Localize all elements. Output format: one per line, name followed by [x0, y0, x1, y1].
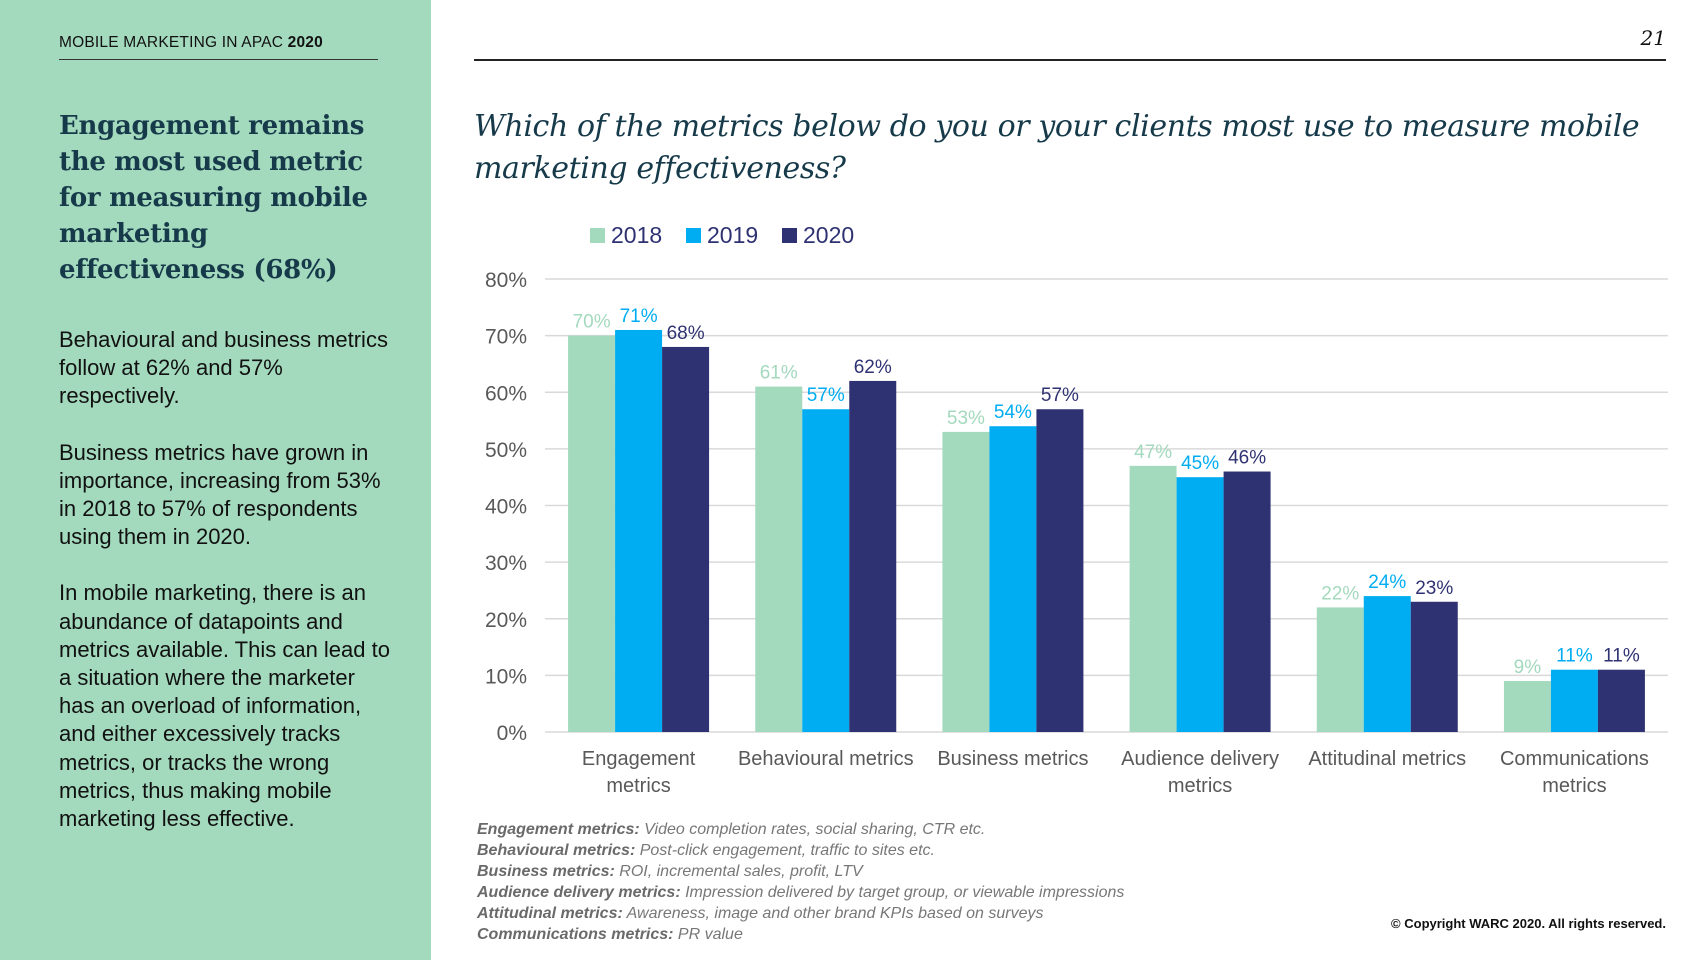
data-label: 22%	[1321, 583, 1359, 604]
data-label: 57%	[1041, 385, 1079, 406]
data-label: 62%	[854, 357, 892, 378]
x-tick-label: Engagement	[582, 748, 696, 770]
bar	[1129, 465, 1177, 732]
report-year: 2020	[287, 34, 323, 51]
page-number: 21	[1640, 26, 1666, 50]
bar	[942, 431, 990, 732]
bar	[1223, 471, 1271, 732]
data-label: 11%	[1556, 646, 1593, 667]
bar	[1036, 409, 1084, 732]
footnote-audience-delivery: Audience delivery metrics: Impression de…	[477, 884, 1125, 901]
sidebar-paragraph: In mobile marketing, there is an abundan…	[59, 580, 390, 832]
sidebar-heading: Engagement remains the most used metric …	[59, 111, 368, 285]
x-tick-label: metrics	[606, 775, 670, 797]
report-label: MOBILE MARKETING IN APAC 2020	[59, 34, 323, 51]
data-label: 71%	[620, 306, 658, 327]
data-label: 68%	[667, 323, 705, 344]
data-label: 57%	[807, 385, 845, 406]
bar	[568, 335, 616, 732]
bar	[802, 409, 850, 732]
bar	[1597, 669, 1645, 732]
y-tick-label: 80%	[485, 269, 527, 292]
data-label: 47%	[1134, 442, 1172, 463]
bar	[1316, 607, 1364, 732]
y-tick-label: 70%	[485, 326, 527, 349]
sidebar-paragraph: Business metrics have grown in importanc…	[59, 439, 381, 550]
bar	[1550, 669, 1598, 732]
legend-label: 2019	[707, 222, 758, 248]
header-divider	[474, 59, 1666, 61]
legend-label: 2020	[803, 222, 854, 248]
y-tick-label: 50%	[485, 439, 527, 462]
y-tick-label: 20%	[485, 609, 527, 632]
legend-label: 2018	[611, 222, 662, 248]
x-tick-label: Audience delivery	[1121, 748, 1279, 770]
chart-question: Which of the metrics below do you or you…	[474, 109, 1640, 186]
bar	[849, 380, 897, 732]
footnotes: Engagement metrics: Video completion rat…	[477, 819, 1377, 945]
data-label: 70%	[573, 312, 611, 333]
sidebar-paragraph: Behavioural and business metrics follow …	[59, 327, 388, 409]
legend-swatch	[590, 228, 605, 243]
sidebar-panel: MOBILE MARKETING IN APAC 2020 Engagement…	[0, 0, 431, 960]
data-label: 11%	[1603, 646, 1640, 667]
y-tick-label: 60%	[485, 382, 527, 405]
x-tick-label: Attitudinal metrics	[1308, 748, 1466, 770]
y-tick-label: 10%	[485, 665, 527, 688]
footnote-business: Business metrics: ROI, incremental sales…	[477, 863, 863, 880]
bar	[1363, 596, 1411, 732]
legend-swatch	[686, 228, 701, 243]
bar	[615, 329, 663, 732]
bar	[662, 346, 710, 732]
bar	[1176, 477, 1224, 732]
data-label: 61%	[760, 363, 798, 384]
y-tick-label: 40%	[485, 496, 527, 519]
bar	[755, 386, 803, 732]
bar	[1410, 601, 1458, 732]
y-tick-label: 0%	[497, 722, 527, 745]
x-tick-label: metrics	[1542, 775, 1606, 797]
x-tick-label: Communications	[1500, 748, 1649, 770]
y-tick-label: 30%	[485, 552, 527, 575]
data-label: 54%	[994, 402, 1032, 423]
data-label: 46%	[1228, 448, 1266, 469]
legend-swatch	[782, 228, 797, 243]
data-label: 24%	[1368, 572, 1406, 593]
data-label: 23%	[1415, 578, 1453, 599]
bar	[989, 426, 1037, 732]
data-label: 9%	[1514, 657, 1542, 678]
sidebar-body: Behavioural and business metrics follow …	[59, 326, 394, 861]
x-tick-label: metrics	[1168, 775, 1232, 797]
copyright-notice: © Copyright WARC 2020. All rights reserv…	[1391, 916, 1666, 931]
sidebar-divider	[59, 59, 378, 60]
data-label: 53%	[947, 408, 985, 429]
data-label: 45%	[1181, 453, 1219, 474]
footnote-communications: Communications metrics: PR value	[477, 926, 743, 943]
x-tick-label: Behavioural metrics	[738, 748, 914, 770]
footnote-engagement: Engagement metrics: Video completion rat…	[477, 821, 986, 838]
bar	[1503, 681, 1551, 732]
x-tick-label: Business metrics	[937, 748, 1088, 770]
footnote-behavioural: Behavioural metrics: Post-click engageme…	[477, 842, 935, 859]
footnote-attitudinal: Attitudinal metrics: Awareness, image an…	[477, 905, 1044, 922]
